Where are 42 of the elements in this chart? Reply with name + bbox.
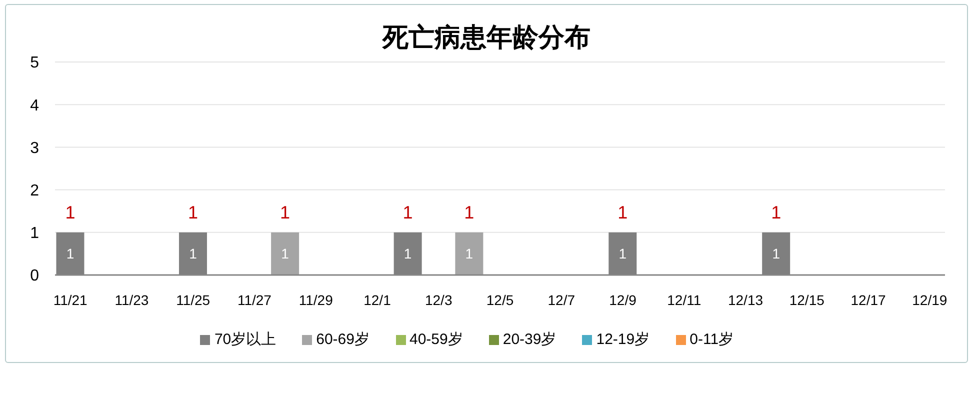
chart-title: 死亡病患年龄分布 [381, 21, 592, 54]
x-tick-label: 12/5 [486, 292, 514, 308]
data-label: 1 [465, 246, 474, 262]
x-tick-label: 12/3 [424, 292, 452, 308]
data-label: 1 [772, 246, 780, 262]
total-label: 1 [402, 202, 413, 222]
x-tick-label: 11/23 [114, 292, 149, 308]
legend-label: 60-69岁 [316, 331, 370, 348]
x-tick-label: 12/19 [912, 292, 948, 308]
y-tick-label: 3 [30, 140, 40, 157]
legend-label: 0-11岁 [690, 331, 734, 348]
legend-label: 70岁以上 [214, 331, 276, 348]
total-label: 1 [65, 202, 76, 222]
legend-label: 12-19岁 [596, 331, 650, 348]
x-tick-label: 12/15 [789, 292, 825, 308]
data-label: 1 [66, 246, 74, 262]
x-tick-label: 12/17 [850, 292, 886, 308]
legend-label: 40-59岁 [410, 331, 463, 348]
x-tick-label: 11/21 [53, 292, 88, 308]
x-tick-label: 12/11 [667, 292, 702, 308]
total-label: 1 [280, 202, 290, 222]
total-label: 1 [771, 202, 782, 222]
x-tick-label: 11/27 [237, 292, 272, 308]
y-tick-label: 4 [30, 97, 40, 114]
x-tick-label: 12/1 [364, 292, 392, 308]
legend-label: 20-39岁 [502, 331, 556, 348]
data-label: 1 [281, 246, 290, 262]
data-label: 1 [618, 246, 627, 262]
total-label: 1 [464, 202, 474, 222]
data-label: 1 [404, 246, 412, 262]
x-tick-label: 11/25 [176, 292, 210, 308]
data-label: 1 [189, 246, 198, 262]
y-tick-label: 5 [30, 54, 40, 72]
x-tick-label: 11/29 [298, 292, 334, 308]
x-tick-label: 12/7 [548, 292, 576, 308]
total-label: 1 [188, 202, 198, 222]
total-label: 1 [618, 202, 628, 222]
y-tick-label: 1 [30, 225, 40, 242]
y-tick-label: 0 [30, 268, 40, 285]
x-tick-label: 12/13 [728, 292, 764, 308]
y-tick-label: 2 [30, 182, 40, 200]
x-tick-label: 12/9 [609, 292, 637, 308]
